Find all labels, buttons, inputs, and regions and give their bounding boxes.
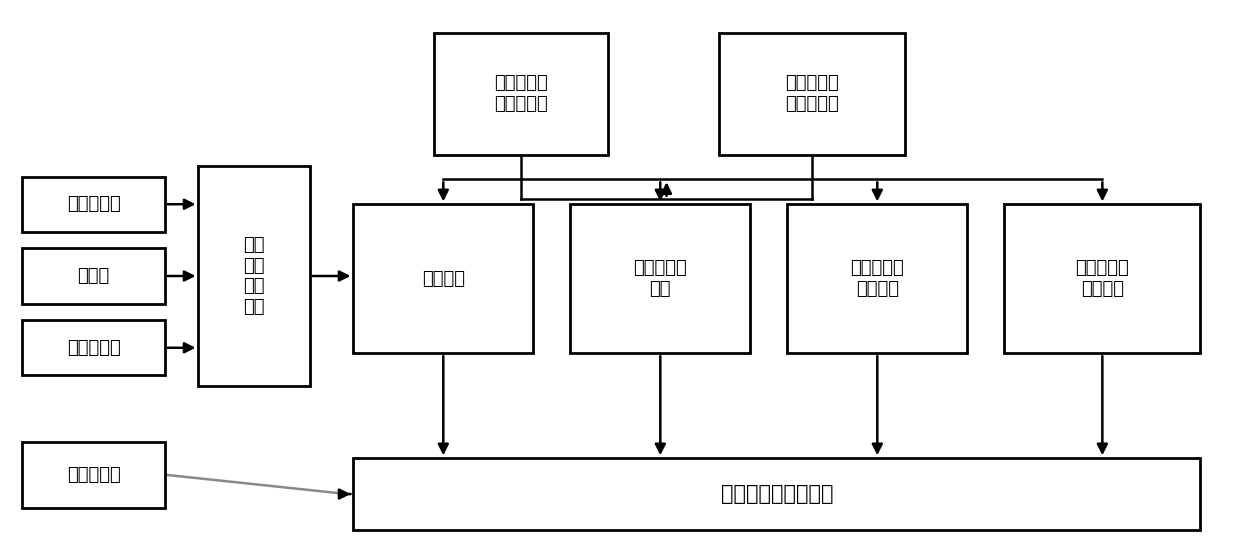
Bar [22,248,165,304]
Bar [22,177,165,232]
Bar [22,320,165,375]
Bar [353,458,1200,530]
Text: 家族先天缺
陷型劣化: 家族先天缺 陷型劣化 [851,259,904,298]
Text: 权重数据库: 权重数据库 [67,466,120,484]
Text: 指标
劣化
模型
选择: 指标 劣化 模型 选择 [243,236,265,316]
Text: 线性型: 线性型 [77,267,110,285]
Text: 早期敏感型: 早期敏感型 [67,195,120,213]
Text: 水电机组自
动采集数据: 水电机组自 动采集数据 [494,75,548,113]
Bar [198,166,310,386]
Bar [570,204,750,353]
Text: 振动区变化
劣化: 振动区变化 劣化 [634,259,687,298]
Bar [434,33,608,155]
Text: 多因子综合劣化模型: 多因子综合劣化模型 [720,484,833,504]
Bar [787,204,967,353]
Bar [353,204,533,353]
Text: 水电机组人
工录入数据: 水电机组人 工录入数据 [785,75,839,113]
Bar [719,33,905,155]
Bar [22,442,165,508]
Bar [1004,204,1200,353]
Text: 人工巡检缺
陷型劣化: 人工巡检缺 陷型劣化 [1075,259,1130,298]
Text: 后期敏感型: 后期敏感型 [67,339,120,357]
Text: 指标劣化: 指标劣化 [422,270,465,288]
